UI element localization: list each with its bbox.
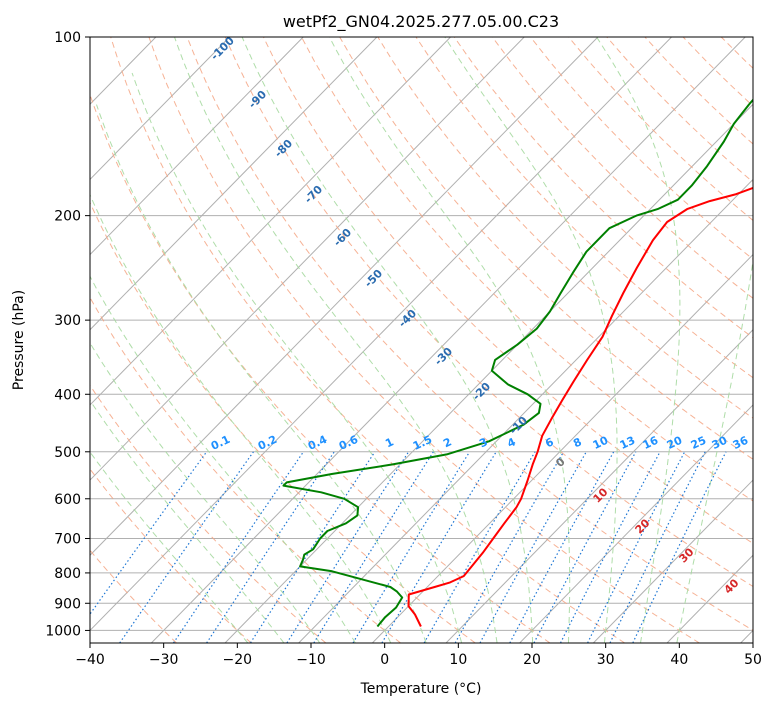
isotherm-line xyxy=(150,37,746,643)
mixing-ratio-label: 25 xyxy=(689,434,708,452)
axes: −40 −30 −20 −10 0 10 20 30 40 50 100 200 300 400 500 60… xyxy=(45,30,762,668)
mixing-ratio-line xyxy=(509,451,615,643)
isotherm-line xyxy=(519,404,753,643)
y-tick-label: 200 xyxy=(54,209,81,225)
isotherm-line xyxy=(90,37,599,556)
y-tick-label: 900 xyxy=(54,596,81,612)
dry-adiabat xyxy=(301,37,753,502)
x-tick-label: −10 xyxy=(296,652,326,668)
mixing-ratio-line xyxy=(119,451,254,643)
y-tick-label: 100 xyxy=(54,30,81,46)
x-tick-label: 50 xyxy=(744,652,762,668)
x-tick-label: −20 xyxy=(223,652,253,668)
x-axis-label: Temperature (°C) xyxy=(360,681,482,697)
mixing-ratio-line xyxy=(206,451,335,643)
mixing-ratio-lines xyxy=(90,451,727,643)
isotherm-line xyxy=(90,37,451,406)
moist-adiabat xyxy=(444,37,618,643)
y-axis-label: Pressure (hPa) xyxy=(11,290,27,390)
moist-adiabat xyxy=(676,257,753,643)
y-tick-label: 1000 xyxy=(45,623,81,639)
profile-lines xyxy=(282,98,753,628)
x-tick-label: 0 xyxy=(380,652,389,668)
mixing-ratio-label: 10 xyxy=(591,434,611,452)
dry-adiabat xyxy=(415,37,753,379)
mixing-ratio-label: 13 xyxy=(618,434,637,452)
dry-adiabat xyxy=(186,37,753,631)
x-tick-label: 20 xyxy=(523,652,541,668)
x-tick-label: 10 xyxy=(449,652,467,668)
dry-adiabat xyxy=(377,37,753,419)
dry-adiabat xyxy=(90,93,551,643)
y-tick-label: 500 xyxy=(54,445,81,461)
mixing-ratio-line xyxy=(632,451,727,643)
isotherm-line xyxy=(371,253,753,643)
dry-adiabat xyxy=(90,296,401,643)
isotherm-line xyxy=(592,479,753,643)
x-tick-label: −30 xyxy=(149,652,179,668)
mixing-ratio-line xyxy=(352,451,471,643)
moist-adiabat xyxy=(174,37,498,643)
dry-adiabat xyxy=(262,37,753,544)
moist-adiabat xyxy=(131,72,463,643)
x-tick-label: 30 xyxy=(597,652,615,668)
isotherm-line xyxy=(298,178,753,643)
dry-adiabat xyxy=(453,37,753,339)
mixing-ratio-label: 36 xyxy=(731,434,751,452)
dry-adiabat xyxy=(90,201,476,643)
moist-adiabat xyxy=(96,104,427,643)
mixing-ratio-label: 20 xyxy=(665,434,685,452)
chart-title: wetPf2_GN04.2025.277.05.00.C23 xyxy=(283,12,559,32)
background-lines xyxy=(90,37,753,643)
dewpoint-line xyxy=(282,98,753,628)
moist-adiabat xyxy=(90,451,249,643)
dry-adiabat xyxy=(110,37,625,643)
dry-adiabat xyxy=(339,37,753,460)
moist-adiabat xyxy=(90,275,356,643)
y-tick-label: 800 xyxy=(54,566,81,582)
y-tick-label: 400 xyxy=(54,387,81,403)
moist-adiabat xyxy=(90,193,392,643)
isotherm-line xyxy=(90,37,672,632)
isotherm-line xyxy=(90,37,230,181)
x-tick-label: −40 xyxy=(75,652,105,668)
mixing-ratio-line xyxy=(90,451,208,616)
temperature-line xyxy=(407,186,753,627)
dry-adiabat xyxy=(90,384,327,643)
dry-adiabat xyxy=(148,37,700,643)
mixing-ratio-line xyxy=(381,451,497,643)
mixing-ratio-label: 30 xyxy=(710,434,730,452)
moist-adiabat xyxy=(596,37,681,643)
isotherm-line xyxy=(445,329,753,643)
x-tick-label: 40 xyxy=(670,652,688,668)
dry-adiabat xyxy=(224,37,753,588)
moist-adiabat xyxy=(241,37,534,643)
mixing-ratio-line xyxy=(533,451,637,643)
y-tick-label: 300 xyxy=(54,313,81,329)
plot-frame xyxy=(89,36,754,644)
mixing-ratio-line xyxy=(172,451,304,643)
isotherm-line xyxy=(90,37,304,256)
moist-adiabat xyxy=(90,399,285,643)
y-tick-label: 700 xyxy=(54,532,81,548)
mixing-ratio-line xyxy=(609,451,706,643)
isotherm-line xyxy=(90,37,378,331)
isotherm-line xyxy=(90,37,525,481)
y-tick-label: 600 xyxy=(54,492,81,508)
dry-adiabat xyxy=(90,468,252,643)
mixing-ratio-line xyxy=(479,451,587,643)
mixing-ratio-line xyxy=(286,451,410,643)
mixing-ratio-label: 16 xyxy=(641,434,661,452)
